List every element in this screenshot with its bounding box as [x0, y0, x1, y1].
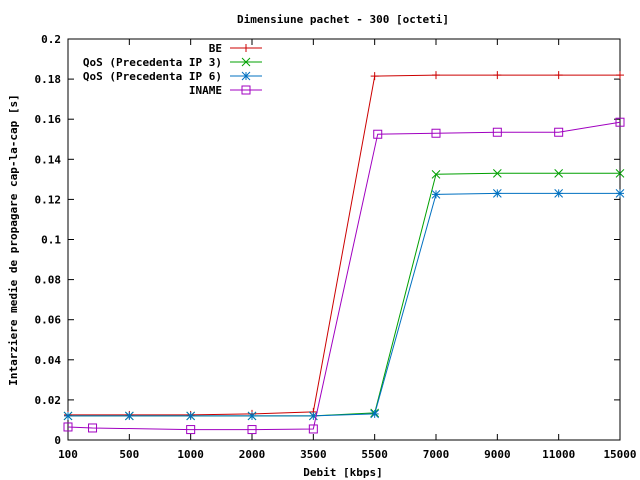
y-tick-label: 0.16 — [35, 113, 62, 126]
axes: 0 0.02 0.04 0.06 0.08 0.1 0.12 0.14 0.16 0.18 0.2 1… — [35, 33, 637, 461]
data-point-qos-precedenta-ip-6 — [554, 189, 564, 198]
data-point-iname — [63, 422, 73, 432]
data-point-qos-precedenta-ip-6 — [247, 411, 257, 421]
data-point-iname — [247, 425, 257, 435]
legend-marker — [241, 71, 251, 81]
data-point-be — [493, 71, 502, 80]
series-line-iname — [67, 121, 621, 431]
x-tick-label: 11000 — [542, 448, 575, 461]
x-tick-label: 1000 — [177, 448, 204, 461]
legend-label: QoS (Precedenta IP 6) — [83, 70, 222, 83]
data-point-be — [554, 71, 563, 80]
y-tick-label: 0.2 — [41, 33, 61, 46]
y-tick-label: 0.12 — [35, 193, 62, 206]
y-tick-label: 0.1 — [41, 234, 61, 247]
plot-frame — [67, 38, 621, 441]
data-point-iname — [492, 127, 502, 137]
data-point-iname — [615, 117, 625, 127]
data-point-qos-precedenta-ip-6 — [124, 411, 134, 421]
legend-marker — [242, 44, 250, 52]
data-point-iname — [554, 127, 564, 137]
x-tick-label: 15000 — [603, 448, 636, 461]
data-point-be — [616, 71, 624, 80]
y-tick-label: 0.08 — [35, 274, 62, 287]
x-tick-label: 5500 — [361, 448, 388, 461]
data-point-be — [370, 72, 379, 81]
data-point-iname — [186, 425, 196, 435]
data-point-iname — [88, 423, 98, 433]
data-point-qos-precedenta-ip-3 — [431, 169, 441, 179]
x-axis-label: Debit [kbps] — [303, 466, 382, 479]
x-tick-label: 500 — [119, 448, 139, 461]
data-point-qos-precedenta-ip-3 — [492, 168, 502, 178]
legend-marker — [241, 85, 251, 95]
series-line-be — [68, 74, 620, 416]
x-tick-label: 100 — [58, 448, 78, 461]
data-point-qos-precedenta-ip-6 — [431, 190, 441, 199]
x-tick-label: 9000 — [484, 448, 511, 461]
legend-label: INAME — [189, 84, 222, 97]
legend-marker — [241, 57, 251, 67]
data-point-qos-precedenta-ip-6 — [492, 189, 502, 198]
x-tick-label: 3500 — [300, 448, 327, 461]
y-tick-label: 0.02 — [35, 394, 62, 407]
data-point-iname — [431, 128, 441, 138]
series-line-qos-precedenta-ip-3 — [68, 172, 620, 417]
y-tick-label: 0.14 — [35, 153, 62, 166]
data-point-qos-precedenta-ip-3 — [615, 168, 625, 178]
legend-label: BE — [209, 42, 222, 55]
y-tick-label: 0.18 — [35, 73, 62, 86]
y-tick-label: 0.04 — [35, 354, 62, 367]
y-tick-label: 0.06 — [35, 314, 62, 327]
data-point-qos-precedenta-ip-6 — [370, 409, 380, 419]
x-tick-label: 2000 — [239, 448, 266, 461]
y-tick-label: 0 — [54, 434, 61, 447]
y-axis-label: Intarziere medie de propagare cap-la-cap… — [7, 94, 20, 385]
data-point-be — [432, 71, 440, 80]
series-line-qos-precedenta-ip-6 — [68, 192, 620, 417]
legend-label: QoS (Precedenta IP 3) — [83, 56, 222, 69]
chart-title: Dimensiune pachet - 300 [octeti] — [237, 13, 449, 26]
series-layer — [63, 71, 625, 435]
data-point-iname — [373, 129, 383, 139]
data-point-qos-precedenta-ip-6 — [63, 411, 73, 421]
data-point-iname — [308, 424, 318, 434]
data-point-qos-precedenta-ip-3 — [554, 168, 564, 178]
data-point-qos-precedenta-ip-6 — [186, 411, 196, 421]
x-tick-label: 7000 — [423, 448, 450, 461]
data-point-qos-precedenta-ip-6 — [615, 189, 625, 198]
